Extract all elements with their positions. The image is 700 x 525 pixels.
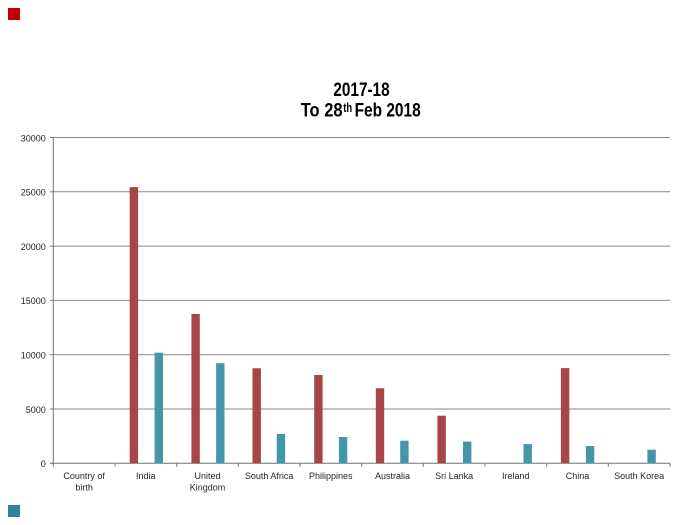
svg-text:South Africa: South Africa [245, 471, 294, 481]
svg-text:South Korea: South Korea [614, 471, 664, 481]
svg-text:2017-18: 2017-18 [333, 80, 389, 101]
svg-text:Kingdom: Kingdom [190, 483, 226, 493]
svg-text:Philippines: Philippines [309, 471, 353, 481]
svg-text:Sri Lanka: Sri Lanka [435, 471, 473, 481]
svg-text:United: United [194, 471, 220, 481]
svg-text:birth: birth [75, 483, 93, 493]
svg-text:Country of: Country of [63, 471, 105, 481]
svg-text:To 28: To 28 [301, 101, 343, 122]
svg-text:15000: 15000 [21, 296, 46, 306]
svg-text:Feb 2018: Feb 2018 [355, 101, 421, 122]
svg-text:10000: 10000 [21, 350, 46, 360]
svg-text:30000: 30000 [21, 133, 46, 143]
svg-text:0: 0 [41, 459, 46, 469]
svg-text:Ireland: Ireland [502, 471, 530, 481]
svg-text:Australia: Australia [375, 471, 410, 481]
svg-text:th: th [343, 101, 352, 115]
svg-text:India: India [136, 471, 156, 481]
svg-text:China: China [566, 471, 590, 481]
svg-text:25000: 25000 [21, 188, 46, 198]
svg-text:5000: 5000 [26, 405, 46, 415]
svg-text:20000: 20000 [21, 242, 46, 252]
